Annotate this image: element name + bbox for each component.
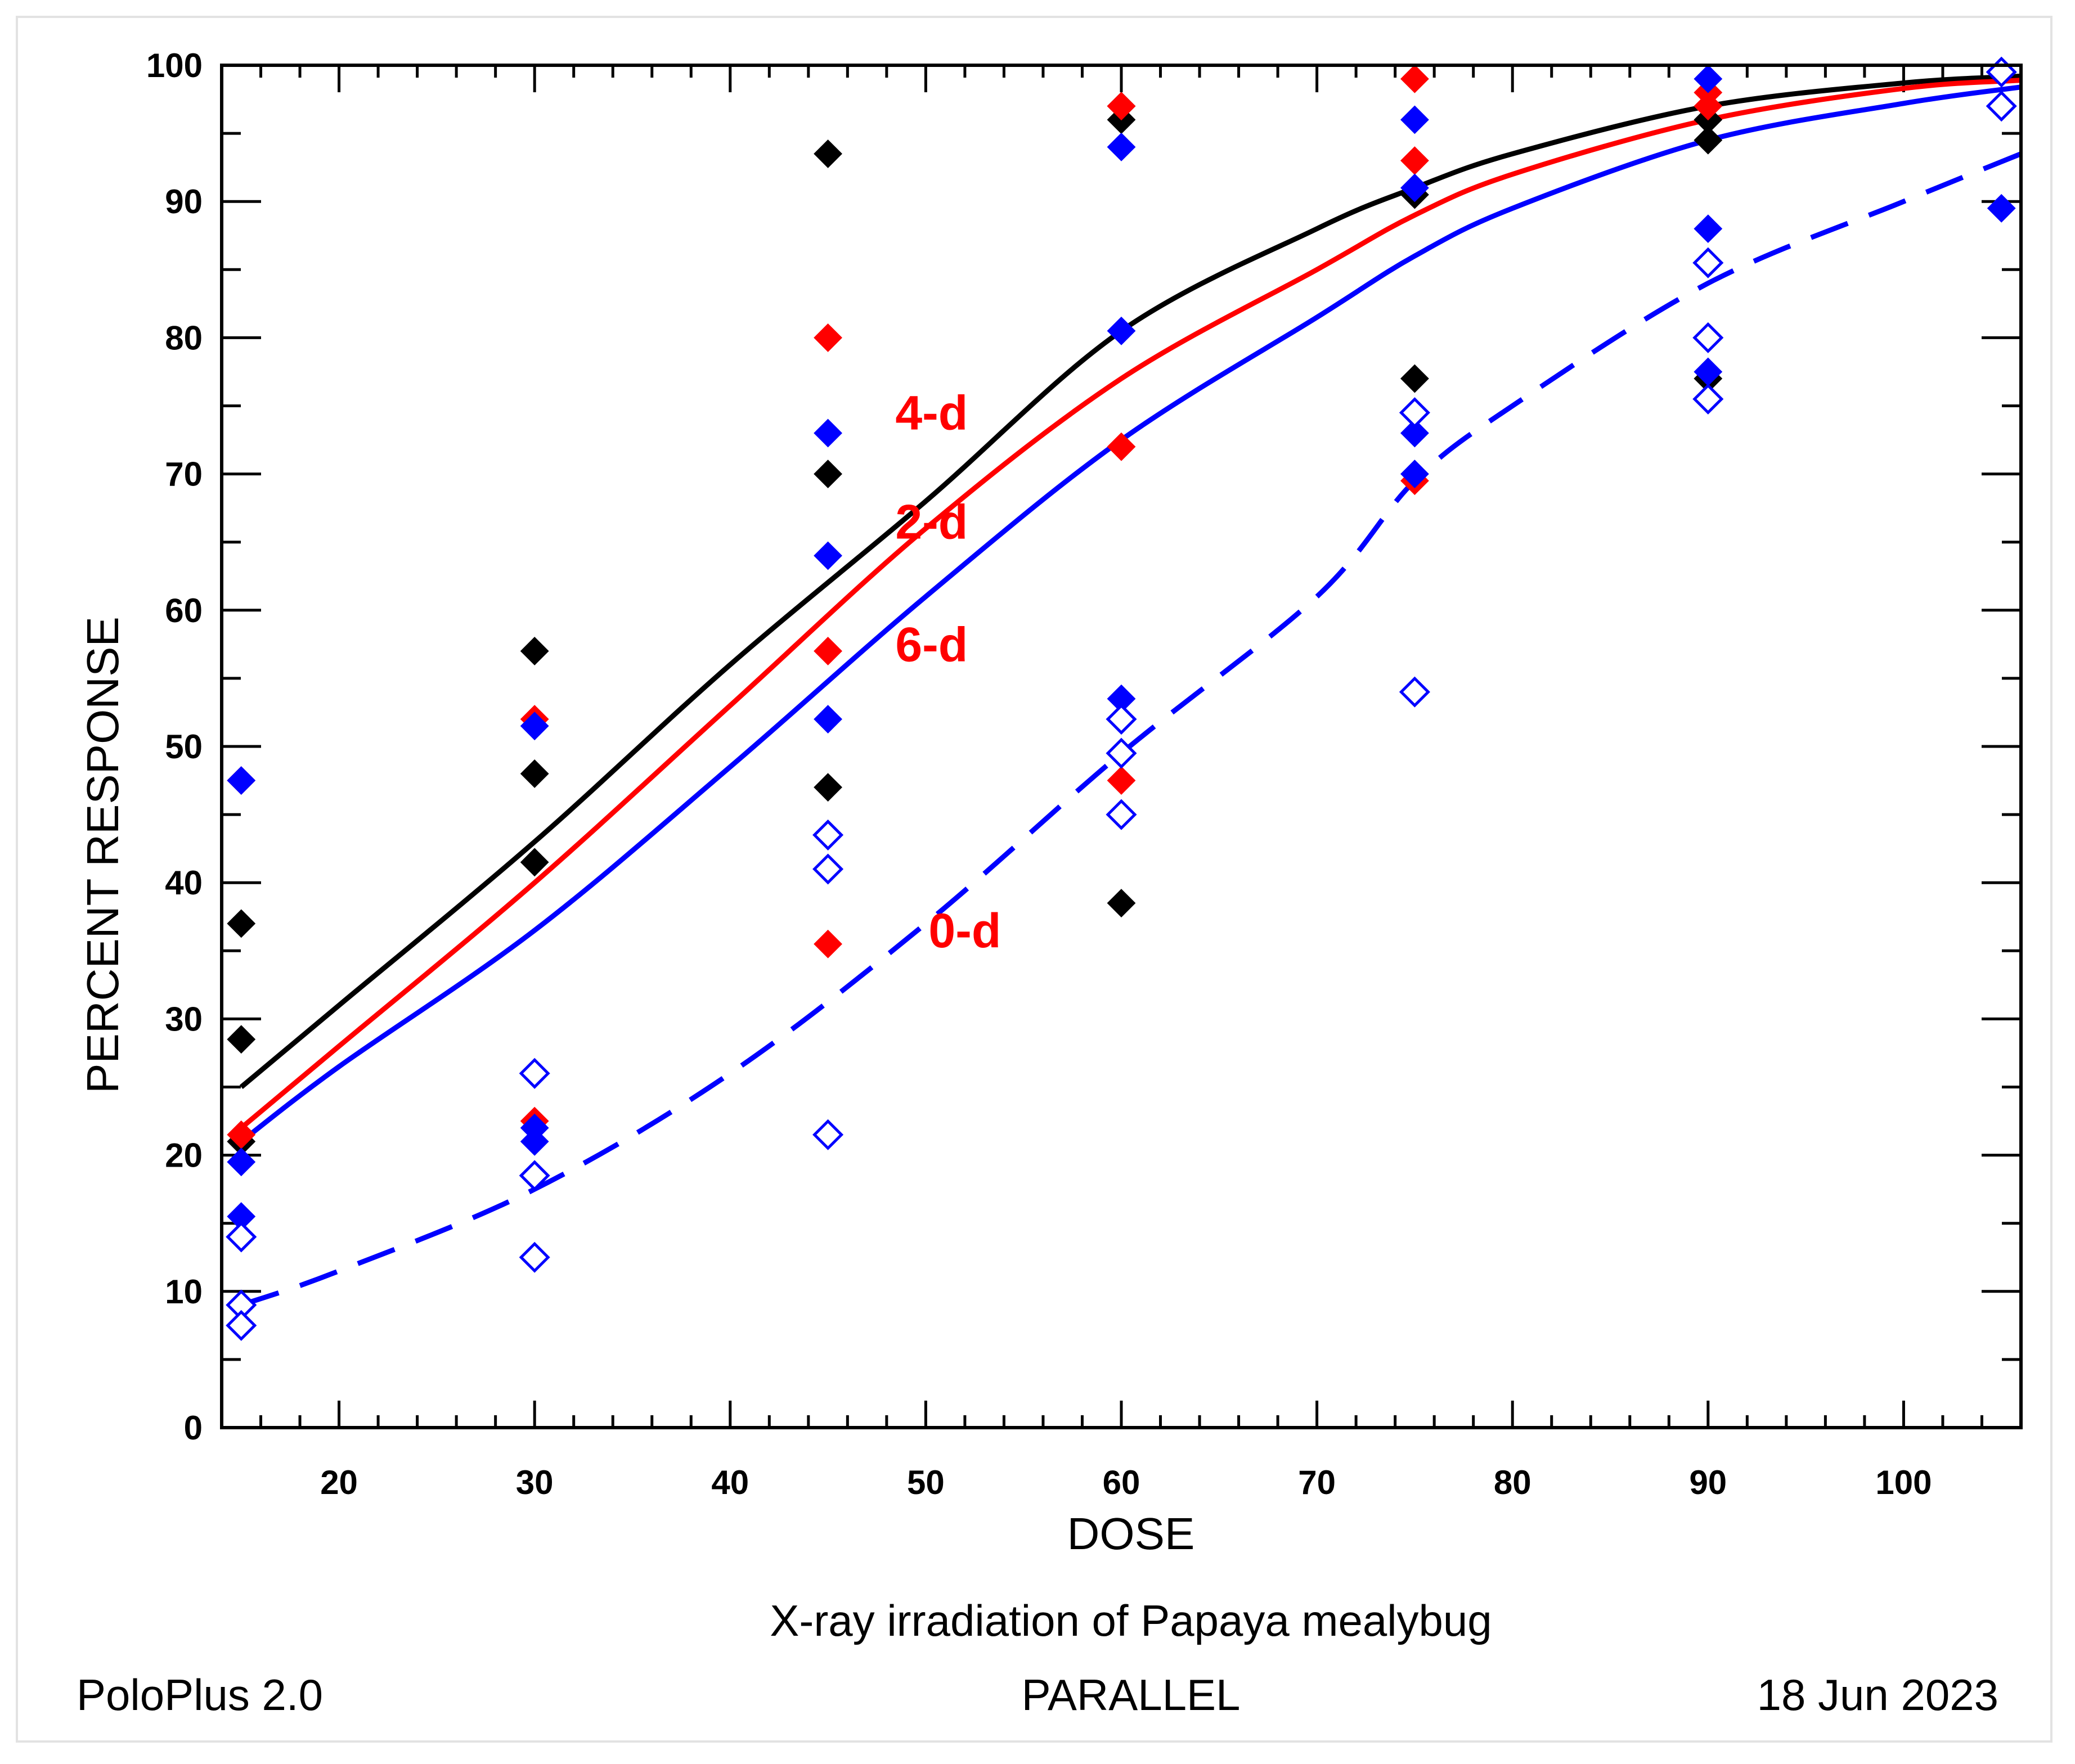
x-axis-title: DOSE bbox=[1067, 1509, 1195, 1559]
filled-diamond-point bbox=[1107, 132, 1136, 161]
filled-diamond-point bbox=[1987, 194, 2016, 223]
footer-software: PoloPlus 2.0 bbox=[77, 1670, 323, 1720]
curve-label-2-d: 2-d bbox=[895, 495, 968, 549]
y-tick-label: 30 bbox=[165, 1000, 203, 1038]
y-tick-label: 70 bbox=[165, 456, 203, 493]
chart-subtitle: X-ray irradiation of Papaya mealybug bbox=[770, 1596, 1492, 1645]
chart-svg: 20 30 40 50 60 70 80 90 100 0 10 20 30 40 50 60 70 80 90 10… bbox=[77, 47, 2023, 1720]
filled-diamond-point bbox=[1400, 460, 1429, 489]
x-tick-label: 50 bbox=[907, 1464, 945, 1501]
figure-frame: 20 30 40 50 60 70 80 90 100 0 10 20 30 40 50 60 70 80 90 10… bbox=[16, 16, 2052, 1743]
filled-diamond-point bbox=[814, 460, 843, 489]
open-diamond-point bbox=[519, 1160, 550, 1191]
open-diamond-point bbox=[1692, 322, 1724, 353]
filled-diamond-point bbox=[1400, 364, 1429, 393]
x-tick-label: 70 bbox=[1298, 1464, 1336, 1501]
filled-diamond-point bbox=[520, 1127, 549, 1156]
filled-diamond-point bbox=[520, 637, 549, 665]
x-tick-label: 80 bbox=[1494, 1464, 1531, 1501]
open-diamond-point bbox=[1692, 247, 1724, 278]
filled-diamond-point bbox=[1400, 64, 1429, 93]
y-tick-label: 100 bbox=[146, 47, 203, 84]
footer-date: 18 Jun 2023 bbox=[1757, 1670, 1998, 1720]
x-tick-label: 60 bbox=[1103, 1464, 1140, 1501]
y-tick-label: 40 bbox=[165, 864, 203, 902]
filled-diamond-point bbox=[814, 140, 843, 168]
fitted-curves bbox=[239, 73, 2022, 1308]
x-tick-label: 30 bbox=[516, 1464, 554, 1501]
plot-border bbox=[220, 64, 2023, 1429]
curve-2-d bbox=[239, 78, 2022, 1130]
filled-diamond-point bbox=[227, 1025, 256, 1054]
filled-diamond-point bbox=[814, 418, 843, 448]
y-tick-label: 10 bbox=[165, 1273, 203, 1311]
y-tick-label: 90 bbox=[165, 183, 203, 220]
curve-label-0-d: 0-d bbox=[928, 904, 1001, 958]
open-diamond-point bbox=[519, 1058, 550, 1089]
y-tick-label: 50 bbox=[165, 728, 203, 766]
open-diamond-point bbox=[1399, 676, 1430, 708]
filled-diamond-point bbox=[1400, 418, 1429, 448]
open-diamond-point bbox=[812, 1119, 844, 1150]
filled-diamond-point bbox=[1694, 64, 1723, 93]
x-tick-label: 20 bbox=[320, 1464, 358, 1501]
open-diamond-point bbox=[1106, 737, 1137, 769]
curve-label-6-d: 6-d bbox=[895, 618, 968, 672]
filled-diamond-point bbox=[1107, 432, 1136, 461]
filled-diamond-point bbox=[520, 848, 549, 877]
filled-diamond-point bbox=[1107, 889, 1136, 917]
filled-diamond-point bbox=[520, 712, 549, 741]
open-diamond-point bbox=[1986, 91, 2017, 122]
y-tick-label: 80 bbox=[165, 319, 203, 357]
filled-diamond-point bbox=[814, 929, 843, 958]
filled-diamond-point bbox=[814, 637, 843, 665]
filled-diamond-point bbox=[814, 323, 843, 352]
open-diamond-point bbox=[1106, 704, 1137, 735]
filled-diamond-point bbox=[1107, 92, 1136, 121]
open-diamond-point bbox=[812, 853, 844, 885]
footer-method: PARALLEL bbox=[1022, 1670, 1241, 1720]
filled-diamond-point bbox=[1400, 173, 1429, 202]
filled-diamond-point bbox=[1107, 766, 1136, 795]
open-diamond-point bbox=[226, 1310, 257, 1341]
x-tick-label: 90 bbox=[1689, 1464, 1727, 1501]
open-diamond-point bbox=[226, 1221, 257, 1253]
filled-diamond-point bbox=[1107, 316, 1136, 345]
x-tick-label: 40 bbox=[711, 1464, 749, 1501]
open-diamond-point bbox=[812, 819, 844, 850]
filled-diamond-point bbox=[814, 541, 843, 570]
open-diamond-point bbox=[1106, 799, 1137, 830]
filled-diamond-point bbox=[1694, 125, 1723, 155]
y-tick-label: 60 bbox=[165, 592, 203, 629]
tick-labels: 20 30 40 50 60 70 80 90 100 0 10 20 30 40 50 60 70 80 90 10… bbox=[146, 47, 1932, 1501]
filled-diamond-point bbox=[1400, 146, 1429, 175]
filled-diamond-point bbox=[814, 773, 843, 802]
filled-diamond-point bbox=[227, 909, 256, 938]
curve-6-d bbox=[240, 84, 2022, 1144]
filled-diamond-point bbox=[1694, 214, 1723, 244]
x-tick-label: 100 bbox=[1875, 1464, 1932, 1501]
y-tick-label: 0 bbox=[184, 1409, 203, 1447]
y-tick-label: 20 bbox=[165, 1137, 203, 1174]
open-diamond-point bbox=[519, 1241, 550, 1273]
curve-labels: 4-d 2-d 6-d 0-d bbox=[895, 386, 1001, 958]
filled-diamond-point bbox=[1400, 105, 1429, 134]
curve-label-4-d: 4-d bbox=[895, 386, 968, 440]
open-diamond-point bbox=[1692, 383, 1724, 415]
filled-diamond-point bbox=[227, 1148, 256, 1177]
y-axis-title: PERCENT RESPONSE bbox=[78, 616, 128, 1094]
filled-diamond-point bbox=[520, 759, 549, 788]
filled-diamond-point bbox=[814, 705, 843, 734]
open-diamond-point bbox=[1399, 397, 1430, 429]
filled-diamond-point bbox=[1694, 92, 1723, 121]
filled-diamond-point bbox=[227, 766, 256, 795]
curve-4-d bbox=[239, 73, 2022, 1089]
data-points bbox=[226, 56, 2017, 1341]
